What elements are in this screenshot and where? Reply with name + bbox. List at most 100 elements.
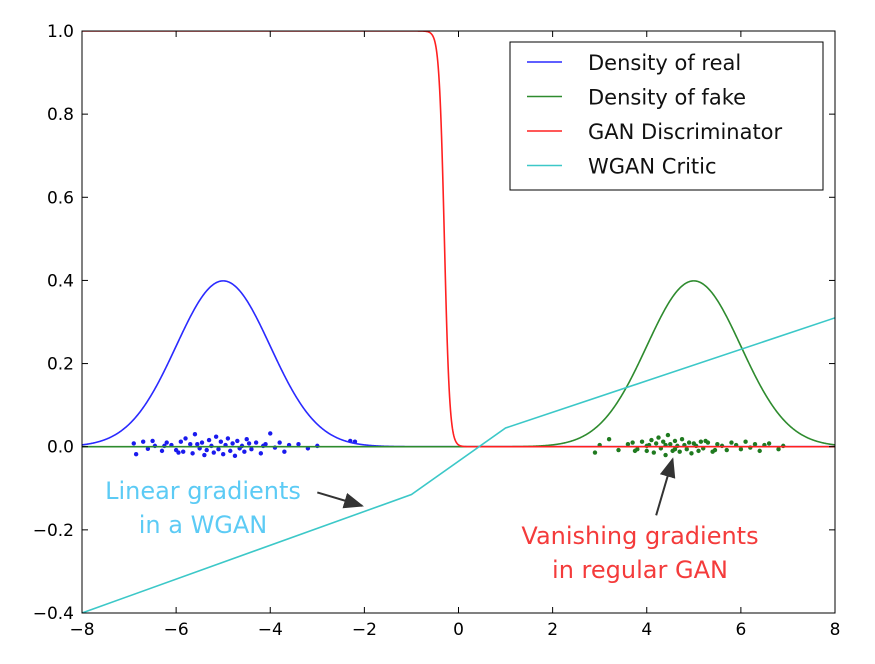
annotation-text-1: Vanishing gradients: [521, 522, 758, 550]
scatter-point-0-25: [220, 451, 226, 457]
x-tick-label: −8: [69, 620, 94, 640]
scatter-point-0-1: [133, 451, 139, 457]
scatter-point-0-27: [225, 436, 231, 441]
x-tick-label: −2: [352, 620, 377, 640]
y-tick-label: 1.0: [47, 22, 74, 42]
scatter-point-0-10: [178, 439, 184, 444]
scatter-point-0-29: [230, 441, 235, 446]
series-line-1: [82, 280, 835, 448]
scatter-point-0-3: [145, 446, 151, 451]
scatter-point-1-13: [656, 435, 661, 440]
scatter-point-0-22: [213, 434, 219, 439]
scatter-point-0-54: [176, 450, 181, 455]
scatter-point-0-0: [131, 441, 136, 446]
scatter-point-0-52: [246, 441, 252, 446]
legend-box: [509, 41, 824, 191]
scatter-point-0-28: [228, 448, 233, 454]
annotation-arrow-1: [655, 457, 676, 516]
scatter-point-1-26: [686, 440, 692, 445]
x-tick-label: −6: [164, 620, 189, 640]
scatter-point-0-18: [202, 452, 207, 458]
scatter-point-1-40: [738, 447, 744, 452]
scatter-point-1-0: [592, 450, 598, 455]
scatter-point-0-31: [235, 438, 240, 444]
x-tick-label: 8: [830, 620, 841, 640]
scatter-point-1-30: [696, 448, 701, 454]
legend-label-0: Density of real: [588, 51, 741, 75]
scatter-point-0-24: [218, 439, 224, 444]
scatter-point-1-35: [715, 442, 720, 447]
scatter-point-1-20: [672, 438, 678, 444]
y-tick-label: 0.6: [47, 188, 74, 208]
scatter-point-0-44: [296, 442, 301, 447]
scatter-point-0-11: [180, 449, 186, 454]
scatter-point-1-54: [632, 448, 638, 454]
scatter-point-1-25: [684, 447, 689, 452]
scatter-point-0-34: [244, 437, 249, 442]
scatter-point-0-36: [253, 440, 259, 445]
scatter-point-1-31: [698, 439, 704, 444]
scatter-point-0-49: [204, 447, 209, 453]
scatter-point-1-41: [743, 439, 748, 444]
x-tick-label: 2: [547, 620, 558, 640]
scatter-point-1-17: [665, 432, 671, 438]
scatter-point-0-50: [195, 442, 200, 447]
scatter-point-1-12: [653, 441, 659, 446]
scatter-point-0-37: [258, 451, 264, 456]
scatter-point-0-17: [199, 440, 205, 445]
scatter-point-0-42: [282, 449, 287, 454]
scatter-point-1-2: [606, 437, 612, 442]
scatter-point-0-6: [159, 448, 165, 454]
scatter-point-1-43: [752, 442, 758, 447]
scatter-point-1-18: [668, 442, 673, 447]
scatter-point-0-4: [150, 438, 155, 444]
scatter-point-1-38: [729, 440, 734, 445]
annotation-arrow-0: [317, 491, 364, 509]
y-tick-label: −0.4: [33, 604, 74, 624]
scatter-point-0-21: [211, 450, 216, 455]
legend: Density of real Density of fake GAN Discri…: [509, 41, 824, 191]
scatter-point-1-3: [616, 447, 621, 453]
y-tick-label: −0.2: [33, 521, 74, 541]
y-tick-label: 0.2: [47, 355, 74, 375]
scatter-point-0-30: [232, 453, 238, 459]
scatter-point-0-15: [192, 432, 198, 437]
scatter-point-0-2: [140, 439, 146, 444]
scatter-point-0-23: [216, 447, 221, 452]
annotation-text-0: Linear gradients: [105, 477, 301, 505]
x-tick-label: 6: [735, 620, 746, 640]
scatter-point-1-50: [672, 447, 678, 452]
scatter-point-1-11: [651, 450, 657, 455]
legend-label-3: WGAN Critic: [588, 155, 717, 179]
legend-label-2: GAN Discriminator: [588, 120, 783, 144]
scatter-point-1-5: [630, 440, 635, 445]
scatter-point-1-7: [639, 439, 645, 444]
scatter-point-1-44: [757, 448, 762, 454]
scatter-point-0-13: [188, 442, 193, 447]
legend-label-1: Density of fake: [588, 86, 746, 110]
annotation-text-0: in a WGAN: [139, 511, 268, 539]
series-line-2: [82, 31, 835, 448]
scatter-point-0-19: [206, 437, 212, 443]
scatter-point-0-7: [164, 440, 169, 445]
x-tick-label: −4: [258, 620, 283, 640]
scatter-point-1-15: [661, 439, 666, 444]
scatter-point-1-10: [649, 437, 654, 443]
scatter-point-0-12: [183, 436, 188, 441]
scatter-point-0-41: [277, 440, 282, 445]
scatter-point-1-16: [663, 452, 668, 458]
scatter-point-0-39: [268, 431, 273, 436]
scatter-point-1-27: [689, 451, 694, 456]
annotation-text-1: in regular GAN: [552, 556, 728, 584]
scatter-point-0-35: [249, 447, 254, 452]
scatter-point-1-51: [703, 438, 708, 444]
scatter-point-1-37: [724, 447, 729, 453]
scatter-point-1-4: [625, 442, 631, 447]
x-tick-label: 4: [641, 620, 652, 640]
scatter-point-1-8: [644, 448, 649, 454]
scatter-point-1-46: [766, 441, 772, 446]
series-line-3: [82, 317, 835, 613]
scatter-point-0-33: [242, 449, 247, 454]
y-tick-label: 0.4: [47, 271, 74, 291]
